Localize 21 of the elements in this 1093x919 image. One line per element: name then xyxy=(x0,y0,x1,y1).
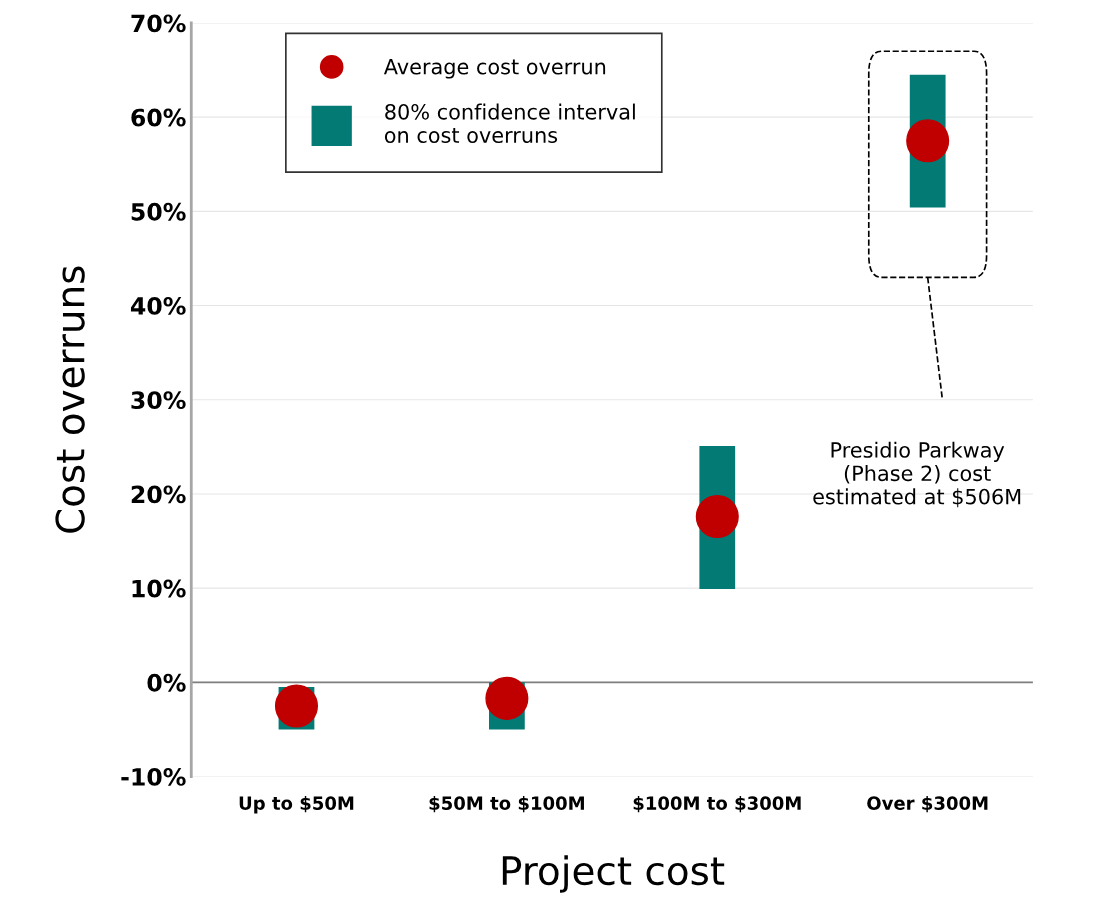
y-tick-label: 30% xyxy=(131,391,186,410)
x-tick-label: Over $300M xyxy=(867,796,988,813)
legend-label: 80% confidence interval on cost overruns xyxy=(384,103,635,144)
y-tick-label: 0% xyxy=(147,673,186,692)
point xyxy=(695,495,739,539)
x-tick-label: Up to $50M xyxy=(239,796,354,814)
y-tick-label: 20% xyxy=(131,485,186,504)
y-tick-label: 10% xyxy=(132,579,186,598)
y-tick-label: 50% xyxy=(131,202,186,221)
point xyxy=(906,119,950,163)
y-axis-title: Cost overruns xyxy=(55,266,85,533)
annotation: Presidio Parkway (Phase 2) cost estimated at $506M xyxy=(813,441,1021,508)
x-axis-title: Project cost xyxy=(502,855,725,893)
x-tick-label: $50M to $100M xyxy=(429,796,584,813)
legend-label: Average cost overrun xyxy=(383,59,606,79)
y-tick-label: -10% xyxy=(121,768,186,786)
x-tick-label: $100M to $300M xyxy=(633,796,801,813)
point xyxy=(485,676,529,720)
y-tick-label: 60% xyxy=(131,108,186,127)
y-tick-label: 40% xyxy=(130,297,186,315)
y-tick-label: 70% xyxy=(131,14,186,33)
